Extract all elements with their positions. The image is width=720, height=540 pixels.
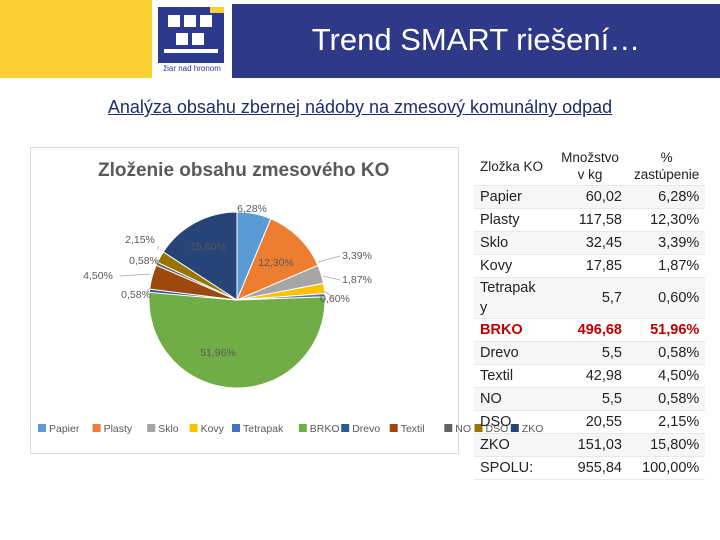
cell-amount: 5,5	[552, 341, 628, 365]
table-row: Drevo 5,5 0,58%	[474, 341, 706, 365]
cell-component: DSO	[474, 410, 552, 434]
cell-component: Tetrapak y	[474, 277, 552, 319]
leader-line	[323, 290, 335, 299]
leader-line	[119, 273, 151, 277]
header-component: Zložka KO	[474, 147, 552, 186]
page-subtitle: Analýza obsahu zbernej nádoby na zmesový…	[107, 97, 613, 117]
cell-amount: 117,58	[552, 208, 628, 232]
legend-swatch-drevo	[341, 424, 350, 432]
data-label-plasty: 12,30%	[258, 257, 294, 269]
data-label-no: 0,58%	[129, 255, 159, 267]
table-row: BRKO 496,68 51,96%	[474, 318, 706, 342]
cell-amount: 151,03	[552, 433, 628, 457]
cell-amount: 32,45	[552, 231, 628, 255]
cell-amount: 5,5	[552, 387, 628, 411]
cell-amount: 955,84	[552, 456, 628, 480]
cell-component: Drevo	[474, 341, 552, 365]
table-row: Textil 42,98 4,50%	[474, 364, 706, 388]
table-row: Plasty 117,58 12,30%	[474, 208, 706, 232]
legend-swatch-plasty	[92, 424, 101, 432]
cell-percent: 15,80%	[628, 433, 706, 457]
pie-slice-brko	[148, 291, 326, 389]
legend-label-textil: Textil	[401, 423, 425, 435]
cell-amount: 20,55	[552, 410, 628, 434]
legend-swatch-kovy	[189, 424, 198, 432]
legend-label-plasty: Plasty	[104, 423, 133, 435]
table-row: Sklo 32,45 3,39%	[474, 231, 706, 255]
legend-swatch-papier	[38, 424, 46, 432]
legend-label-kovy: Kovy	[201, 423, 225, 435]
cell-percent: 51,96%	[628, 318, 706, 342]
leader-line	[317, 255, 341, 263]
data-label-brko: 51,96%	[200, 347, 236, 359]
cell-percent: 0,60%	[628, 277, 706, 319]
data-label-papier: 6,28%	[237, 203, 267, 215]
logo-grid-icon	[158, 7, 224, 63]
legend-label-brko: BRKO	[310, 423, 340, 435]
leader-line	[322, 275, 341, 281]
title-bar	[232, 4, 720, 78]
data-label-kovy: 1,87%	[342, 274, 372, 286]
legend-swatch-no	[444, 424, 453, 432]
cell-component: SPOLU:	[474, 456, 552, 480]
legend-swatch-sklo	[147, 424, 156, 432]
data-label-tetrapak: 0,60%	[320, 293, 350, 305]
table-row: Papier 60,02 6,28%	[474, 185, 706, 209]
cell-amount: 17,85	[552, 254, 628, 278]
cell-percent: 0,58%	[628, 387, 706, 411]
waste-table: Zložka KO Množstvo v kg % zastúpenie Pap…	[474, 147, 706, 480]
table-row: Tetrapak y 5,7 0,60%	[474, 277, 706, 319]
data-label-dso: 2,15%	[125, 234, 155, 246]
data-label-sklo: 3,39%	[342, 250, 372, 262]
cell-percent: 0,58%	[628, 341, 706, 365]
cell-percent: 2,15%	[628, 410, 706, 434]
table-row: DSO 20,55 2,15%	[474, 410, 706, 434]
legend-label-tetrapak: Tetrapak	[243, 423, 284, 435]
table-row: SPOLU: 955,84 100,00%	[474, 456, 706, 480]
cell-component: Kovy	[474, 254, 552, 278]
cell-component: NO	[474, 387, 552, 411]
legend-label-sklo: Sklo	[158, 423, 179, 435]
data-label-zko: 15,80%	[190, 241, 226, 253]
cell-component: BRKO	[474, 318, 552, 342]
header-yellow-block	[0, 0, 152, 78]
cell-component: ZKO	[474, 433, 552, 457]
header-percent: % zastúpenie	[628, 147, 706, 186]
table-row: ZKO 151,03 15,80%	[474, 433, 706, 457]
cell-percent: 100,00%	[628, 456, 706, 480]
cell-percent: 6,28%	[628, 185, 706, 209]
data-label-drevo: 0,58%	[121, 289, 151, 301]
chart-title: Zloženie obsahu zmesového KO	[98, 160, 390, 181]
cell-component: Papier	[474, 185, 552, 209]
header-amount: Množstvo v kg	[552, 147, 628, 186]
city-logo	[154, 5, 228, 77]
cell-percent: 1,87%	[628, 254, 706, 278]
cell-amount: 496,68	[552, 318, 628, 342]
legend-label-drevo: Drevo	[352, 423, 380, 435]
cell-percent: 3,39%	[628, 231, 706, 255]
cell-amount: 42,98	[552, 364, 628, 388]
cell-component: Plasty	[474, 208, 552, 232]
data-label-textil: 4,50%	[83, 270, 113, 282]
table-row: NO 5,5 0,58%	[474, 387, 706, 411]
page-title: Trend SMART riešení…	[311, 22, 641, 57]
cell-percent: 4,50%	[628, 364, 706, 388]
cell-amount: 60,02	[552, 185, 628, 209]
leader-line	[143, 287, 151, 295]
legend-swatch-brko	[298, 424, 307, 432]
cell-amount: 5,7	[552, 277, 628, 319]
pie-slice-zko	[162, 211, 238, 301]
cell-component: Textil	[474, 364, 552, 388]
table-row: Kovy 17,85 1,87%	[474, 254, 706, 278]
legend-label-no: NO	[455, 423, 471, 435]
cell-component: Sklo	[474, 231, 552, 255]
legend-swatch-textil	[389, 424, 398, 432]
legend-swatch-tetrapak	[232, 424, 240, 432]
legend-label-papier: Papier	[49, 423, 80, 435]
pie-slice-plasty	[236, 218, 319, 301]
cell-percent: 12,30%	[628, 208, 706, 232]
logo-text: žiar nad hronom	[163, 64, 221, 73]
